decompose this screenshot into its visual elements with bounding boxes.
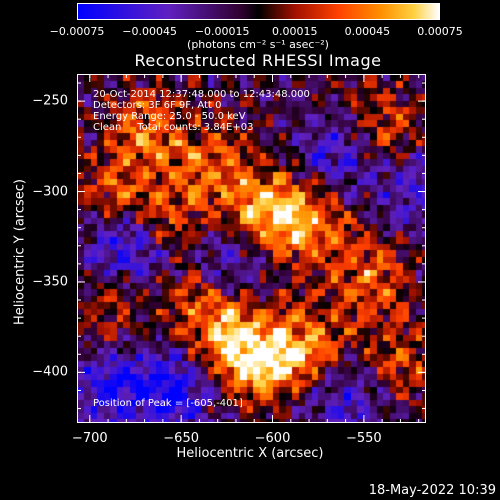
colorbar-tick-label: 0.00045 (344, 25, 391, 38)
y-tick-label: −300 (32, 184, 68, 200)
colorbar (77, 3, 440, 20)
x-tick-label: −600 (254, 431, 291, 446)
x-axis-label: Heliocentric X (arcsec) (176, 446, 324, 461)
colorbar-tick-label: −0.00075 (49, 25, 105, 38)
colorbar-tick-label: −0.00015 (194, 25, 250, 38)
y-tick-label: −400 (32, 364, 68, 380)
colorbar-tick-label: 0.00015 (272, 25, 318, 38)
colorbar-tick-label: −0.00045 (122, 25, 177, 38)
colorbar-unit-label: (photons cm⁻² s⁻¹ asec⁻²) (187, 38, 329, 51)
y-tick-label: −250 (32, 93, 68, 109)
info-energy-range: Energy Range: 25.0 - 50.0 keV (93, 111, 246, 122)
info-time-range: 20-Oct-2014 12:37:48.000 to 12:43:48.000 (93, 89, 310, 100)
footer-timestamp: 18-May-2022 10:39 (368, 483, 496, 498)
x-tick-label: −550 (346, 431, 382, 446)
colorbar-tick-label: 0.00075 (417, 25, 463, 38)
x-tick-label: −700 (71, 431, 108, 446)
info-total-counts: Clean Total counts: 3.84E+03 (93, 122, 254, 133)
heatmap-image (78, 75, 425, 422)
peak-position-label: Position of Peak = [-605,-401] (93, 398, 243, 409)
info-detectors: Detectors: 3F 6F 9F, Att 0 (93, 100, 222, 111)
y-tick-label: −350 (32, 274, 68, 290)
x-tick-label: −650 (163, 431, 199, 446)
y-axis-label: Heliocentric Y (arcsec) (12, 179, 28, 325)
plot-area (77, 74, 426, 423)
chart-title: Reconstructed RHESSI Image (134, 51, 382, 70)
